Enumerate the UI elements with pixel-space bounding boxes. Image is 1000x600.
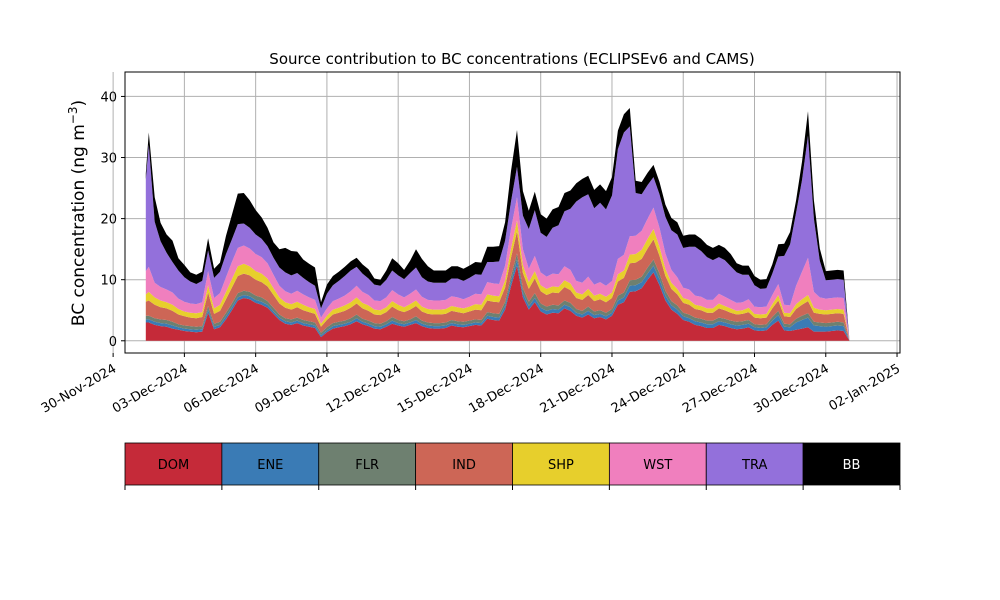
legend-colorbar: DOM ENE FLR IND SHP WST TRA BB: [124, 442, 901, 490]
area-series-ind: [145, 231, 883, 341]
area-series-shp: [145, 220, 883, 341]
x-tick-label: 18-Dec-2024: [466, 361, 546, 416]
y-axis-label: BC concentration (ng m−3): [66, 100, 89, 326]
y-tick-label: 0: [109, 335, 117, 350]
legend-label-ind: IND: [452, 458, 476, 473]
legend-swatch-dom: [124, 442, 223, 486]
y-axis-label-superscript: −3: [66, 106, 80, 124]
x-tick-label: 27-Dec-2024: [680, 361, 760, 416]
x-tick-label: 21-Dec-2024: [538, 361, 618, 416]
legend-label-shp: SHP: [548, 458, 574, 473]
legend-swatch-tra: [705, 442, 804, 486]
x-tick-label: 30-Nov-2024: [39, 361, 119, 416]
x-tick-label: 09-Dec-2024: [253, 361, 333, 416]
x-tick-label: 03-Dec-2024: [110, 361, 190, 416]
x-tick-label: 02-Jan-2025: [826, 361, 903, 414]
legend-swatch-ind: [415, 442, 513, 486]
x-tick-label: 06-Dec-2024: [181, 361, 261, 416]
legend-label-tra: TRA: [741, 458, 767, 473]
legend-swatch-shp: [512, 442, 610, 486]
chart-title: Source contribution to BC concentrations…: [269, 50, 754, 68]
area-series-dom: [145, 265, 883, 341]
y-tick-label: 20: [100, 213, 117, 228]
y-tick-label: 30: [100, 152, 117, 167]
area-series-wst: [145, 197, 883, 341]
x-tick-label: 15-Dec-2024: [395, 361, 475, 416]
legend-swatch-ene: [221, 442, 320, 486]
area-series-ene: [145, 259, 883, 341]
x-tick-label: 30-Dec-2024: [751, 361, 831, 416]
y-tick-label: 40: [100, 90, 117, 105]
area-series-tra: [145, 126, 883, 341]
legend-label-dom: DOM: [158, 458, 189, 473]
x-tick-label: 24-Dec-2024: [609, 361, 689, 416]
area-series-bb: [145, 108, 883, 341]
legend-label-flr: FLR: [355, 458, 379, 473]
legend-label-ene: ENE: [257, 458, 283, 473]
stacked-area-layer: [145, 108, 883, 341]
y-axis-label-close: ): [69, 100, 89, 107]
legend-label-bb: BB: [843, 458, 861, 473]
plot-frame: [124, 71, 901, 354]
y-axis-label-main: BC concentration (ng m: [69, 124, 89, 326]
legend-swatch-wst: [608, 442, 707, 486]
legend-label-wst: WST: [643, 458, 672, 473]
legend-swatch-bb: [802, 442, 901, 486]
area-series-flr: [145, 253, 883, 341]
y-tick-label: 10: [100, 274, 117, 289]
x-tick-label: 12-Dec-2024: [324, 361, 404, 416]
